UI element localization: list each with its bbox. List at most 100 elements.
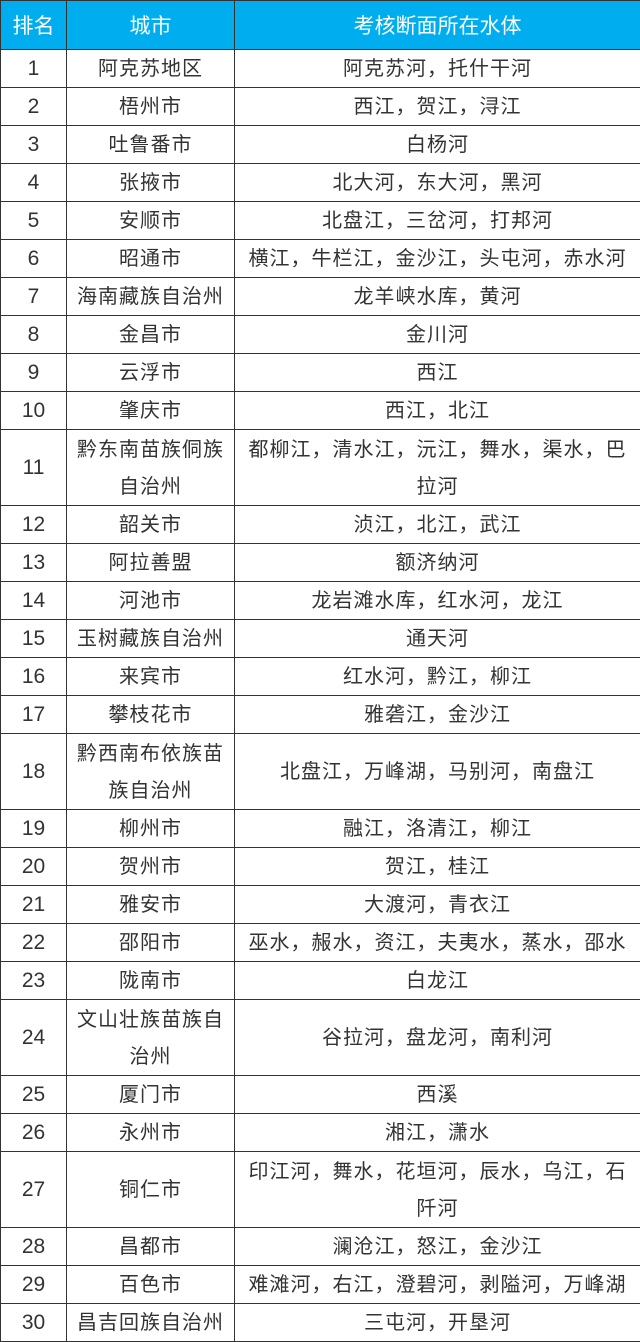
water-body-cell: 印江河，舞水，花垣河，辰水，乌江，石阡河 bbox=[235, 1152, 640, 1228]
city-cell: 百色市 bbox=[67, 1266, 235, 1304]
city-cell: 云浮市 bbox=[67, 354, 235, 392]
header-water-body: 考核断面所在水体 bbox=[235, 1, 640, 50]
rank-cell: 22 bbox=[1, 924, 67, 962]
water-body-cell: 西江 bbox=[235, 354, 640, 392]
water-body-cell: 白杨河 bbox=[235, 126, 640, 164]
city-cell: 永州市 bbox=[67, 1114, 235, 1152]
rank-cell: 4 bbox=[1, 164, 67, 202]
city-cell: 昭通市 bbox=[67, 240, 235, 278]
rank-cell: 29 bbox=[1, 1266, 67, 1304]
rank-cell: 9 bbox=[1, 354, 67, 392]
water-body-cell: 湘江，潇水 bbox=[235, 1114, 640, 1152]
rank-cell: 12 bbox=[1, 506, 67, 544]
rank-cell: 14 bbox=[1, 582, 67, 620]
rank-cell: 25 bbox=[1, 1076, 67, 1114]
city-cell: 海南藏族自治州 bbox=[67, 278, 235, 316]
water-body-cell: 通天河 bbox=[235, 620, 640, 658]
water-body-cell: 谷拉河，盘龙河，南利河 bbox=[235, 1000, 640, 1076]
water-body-cell: 巫水，赧水，资江，夫夷水，蒸水，邵水 bbox=[235, 924, 640, 962]
city-cell: 张掖市 bbox=[67, 164, 235, 202]
rank-cell: 27 bbox=[1, 1152, 67, 1228]
city-cell: 铜仁市 bbox=[67, 1152, 235, 1228]
city-cell: 雅安市 bbox=[67, 886, 235, 924]
city-cell: 贺州市 bbox=[67, 848, 235, 886]
water-body-cell: 西江，贺江，浔江 bbox=[235, 88, 640, 126]
water-body-cell: 额济纳河 bbox=[235, 544, 640, 582]
water-body-cell: 都柳江，清水江，沅江，舞水，渠水，巴拉河 bbox=[235, 430, 640, 506]
city-cell: 昌吉回族自治州 bbox=[67, 1304, 235, 1342]
city-cell: 来宾市 bbox=[67, 658, 235, 696]
city-cell: 玉树藏族自治州 bbox=[67, 620, 235, 658]
rank-cell: 17 bbox=[1, 696, 67, 734]
city-cell: 梧州市 bbox=[67, 88, 235, 126]
city-cell: 阿拉善盟 bbox=[67, 544, 235, 582]
city-cell: 攀枝花市 bbox=[67, 696, 235, 734]
water-body-cell: 西溪 bbox=[235, 1076, 640, 1114]
rank-cell: 30 bbox=[1, 1304, 67, 1342]
rank-cell: 8 bbox=[1, 316, 67, 354]
rank-cell: 21 bbox=[1, 886, 67, 924]
water-body-cell: 金川河 bbox=[235, 316, 640, 354]
water-body-cell: 红水河，黔江，柳江 bbox=[235, 658, 640, 696]
water-body-cell: 龙羊峡水库，黄河 bbox=[235, 278, 640, 316]
city-cell: 阿克苏地区 bbox=[67, 50, 235, 88]
water-body-cell: 雅砻江，金沙江 bbox=[235, 696, 640, 734]
rank-cell: 19 bbox=[1, 810, 67, 848]
city-cell: 金昌市 bbox=[67, 316, 235, 354]
rank-cell: 16 bbox=[1, 658, 67, 696]
city-cell: 文山壮族苗族自治州 bbox=[67, 1000, 235, 1076]
rank-cell: 23 bbox=[1, 962, 67, 1000]
water-body-cell: 龙岩滩水库，红水河，龙江 bbox=[235, 582, 640, 620]
rank-cell: 13 bbox=[1, 544, 67, 582]
city-cell: 陇南市 bbox=[67, 962, 235, 1000]
water-body-cell: 大渡河，青衣江 bbox=[235, 886, 640, 924]
city-cell: 昌都市 bbox=[67, 1228, 235, 1266]
header-rank: 排名 bbox=[1, 1, 67, 50]
rank-cell: 5 bbox=[1, 202, 67, 240]
rank-cell: 7 bbox=[1, 278, 67, 316]
rank-cell: 6 bbox=[1, 240, 67, 278]
rank-cell: 28 bbox=[1, 1228, 67, 1266]
water-body-cell: 阿克苏河，托什干河 bbox=[235, 50, 640, 88]
rank-cell: 1 bbox=[1, 50, 67, 88]
water-body-cell: 白龙江 bbox=[235, 962, 640, 1000]
water-body-cell: 北大河，东大河，黑河 bbox=[235, 164, 640, 202]
city-cell: 韶关市 bbox=[67, 506, 235, 544]
water-body-cell: 澜沧江，怒江，金沙江 bbox=[235, 1228, 640, 1266]
rank-cell: 26 bbox=[1, 1114, 67, 1152]
rank-cell: 3 bbox=[1, 126, 67, 164]
city-cell: 邵阳市 bbox=[67, 924, 235, 962]
rank-cell: 18 bbox=[1, 734, 67, 810]
rank-cell: 10 bbox=[1, 392, 67, 430]
water-body-cell: 西江，北江 bbox=[235, 392, 640, 430]
rank-cell: 20 bbox=[1, 848, 67, 886]
table-header-row: 排名 城市 考核断面所在水体 bbox=[1, 1, 640, 50]
water-body-cell: 浈江，北江，武江 bbox=[235, 506, 640, 544]
rank-cell: 24 bbox=[1, 1000, 67, 1076]
city-cell: 安顺市 bbox=[67, 202, 235, 240]
header-city: 城市 bbox=[67, 1, 235, 50]
